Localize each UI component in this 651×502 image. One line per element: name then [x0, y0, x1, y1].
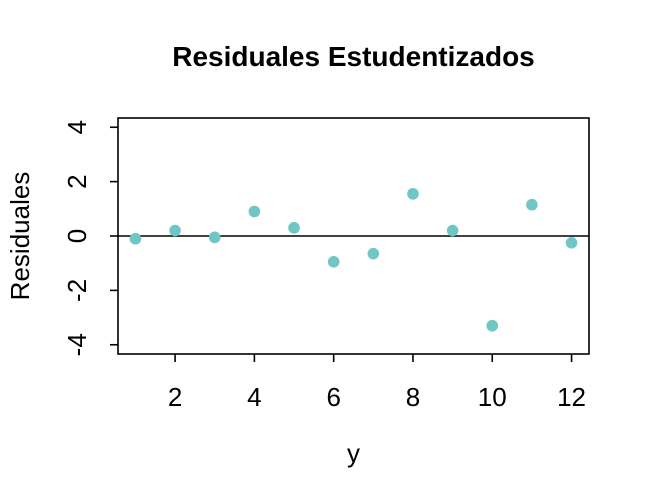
y-axis-label: Residuales: [5, 172, 35, 301]
y-tick-label: 4: [62, 120, 92, 134]
x-axis-label: y: [347, 438, 360, 468]
x-tick-label: 8: [406, 382, 420, 412]
data-point: [327, 256, 340, 268]
data-point: [129, 232, 142, 245]
plot-area: 2 4 6 8 10 12 -4 -2 0 2 4: [62, 117, 590, 412]
x-tick-label: 12: [557, 382, 586, 412]
x-tick-label: 4: [247, 382, 261, 412]
plot-title: Residuales Estudentizados: [172, 41, 535, 72]
data-point: [407, 188, 419, 200]
y-tick-label: 2: [62, 174, 92, 188]
x-tick-label: 6: [326, 382, 340, 412]
y-tick-label: -2: [62, 279, 92, 302]
data-point: [248, 205, 261, 218]
data-point: [169, 224, 181, 237]
data-point: [486, 319, 499, 332]
y-tick-label: 0: [62, 229, 92, 243]
data-point: [565, 236, 578, 249]
x-tick-label: 2: [168, 382, 182, 412]
data-point: [208, 231, 221, 244]
data-point: [288, 222, 300, 234]
data-point: [367, 247, 380, 260]
data-point: [526, 198, 538, 211]
y-tick-label: -4: [62, 333, 92, 356]
x-tick-label: 10: [478, 382, 507, 412]
data-point: [446, 224, 459, 237]
